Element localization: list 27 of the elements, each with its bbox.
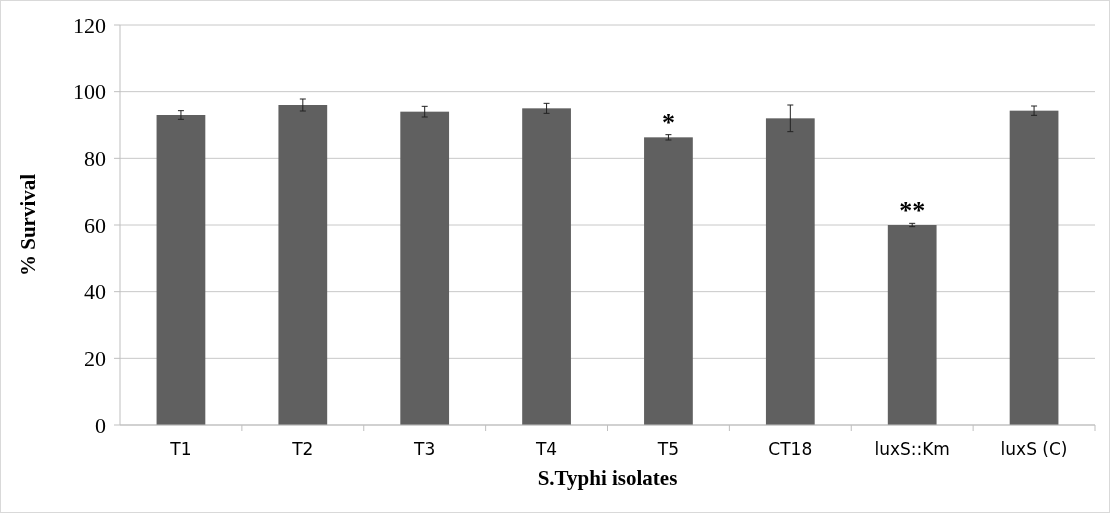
x-tick-label: T1 <box>169 439 192 459</box>
y-tick-label: 100 <box>73 79 106 105</box>
bar <box>278 105 328 425</box>
x-axis-title: S.Typhi isolates <box>537 466 678 490</box>
x-tick-label: T5 <box>656 439 680 459</box>
bar <box>522 108 571 425</box>
bar <box>400 111 450 425</box>
y-axis-title: % Survival <box>16 173 40 277</box>
x-tick-label: T2 <box>291 439 314 459</box>
annotation: ** <box>899 196 926 226</box>
y-tick-label: 40 <box>84 279 106 305</box>
bar <box>644 137 693 425</box>
y-tick-label: 0 <box>95 412 106 438</box>
x-tick-label: CT18 <box>768 439 813 459</box>
y-tick-label: 60 <box>84 212 106 238</box>
x-tick-label: luxS (C) <box>1000 439 1068 459</box>
x-tick-label: T4 <box>534 439 558 459</box>
x-tick-label: luxS::Km <box>874 439 950 459</box>
bar <box>765 118 815 425</box>
y-tick-label: 20 <box>84 346 106 372</box>
y-tick-label: 80 <box>84 146 106 172</box>
bar <box>1009 110 1059 425</box>
bar <box>156 115 206 425</box>
x-tick-label: T3 <box>413 439 436 459</box>
y-tick-label: 120 <box>73 12 106 38</box>
bar <box>887 225 937 425</box>
annotation: * <box>661 107 675 137</box>
